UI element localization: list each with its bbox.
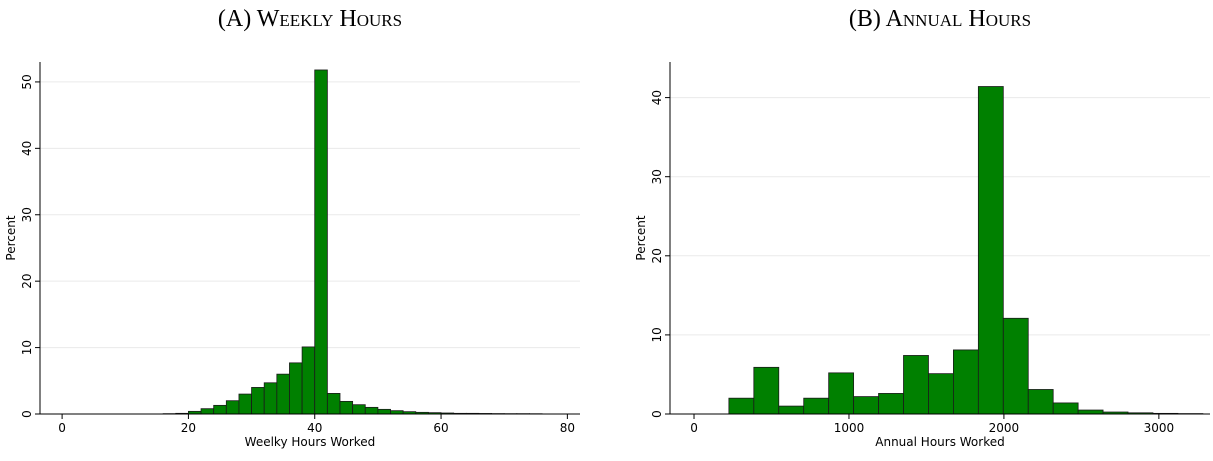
bar (364, 406, 379, 415)
x-tick-label: 3000 (1144, 421, 1175, 435)
y-tick-label: 30 (650, 169, 664, 184)
y-tick-label: 10 (650, 327, 664, 342)
y-tick-label: 20 (650, 248, 664, 263)
x-tick-label: 80 (560, 421, 575, 435)
x-tick-label: 60 (433, 421, 448, 435)
bar (377, 408, 391, 415)
bar (314, 69, 328, 415)
bar (200, 408, 215, 415)
x-axis-label: Annual Hours Worked (875, 435, 1004, 449)
bar (828, 372, 855, 415)
bar (339, 400, 354, 415)
x-tick-label: 0 (690, 421, 698, 435)
chart-title: (B) Annual Hours (849, 6, 1031, 32)
y-tick-label: 10 (20, 340, 34, 355)
bar (352, 404, 366, 415)
chart-title: (A) Weekly Hours (218, 6, 402, 32)
y-tick-label: 0 (650, 410, 664, 418)
bar (1077, 409, 1104, 415)
x-tick-label: 2000 (989, 421, 1020, 435)
bar (1027, 389, 1054, 415)
y-axis-label: Percent (4, 215, 18, 260)
x-tick-label: 0 (58, 421, 66, 435)
bar (251, 387, 265, 415)
bar (276, 373, 290, 415)
bar (753, 366, 780, 415)
bar (238, 393, 252, 415)
bar (1002, 317, 1029, 415)
bar (977, 86, 1004, 415)
bar (213, 404, 227, 415)
y-tick-label: 40 (650, 90, 664, 105)
bar (953, 349, 979, 415)
bar (853, 396, 879, 415)
x-tick-label: 40 (307, 421, 322, 435)
x-tick-label: 20 (181, 421, 196, 435)
bar (326, 393, 341, 415)
x-tick-label: 1000 (834, 421, 865, 435)
y-tick-label: 0 (20, 410, 34, 418)
bar (225, 400, 240, 415)
bar (728, 397, 755, 415)
bar (803, 397, 830, 415)
y-tick-label: 30 (20, 207, 34, 222)
y-tick-label: 50 (20, 74, 34, 89)
bar (928, 373, 954, 415)
bar (878, 393, 904, 415)
x-axis-label: Weelky Hours Worked (245, 435, 376, 449)
y-tick-label: 40 (20, 141, 34, 156)
bar (1052, 402, 1079, 415)
bar (263, 382, 278, 415)
y-tick-label: 20 (20, 274, 34, 289)
bar (289, 362, 303, 415)
bar (778, 405, 805, 415)
bar (301, 346, 316, 415)
bar (903, 355, 929, 415)
y-axis-label: Percent (634, 215, 648, 260)
